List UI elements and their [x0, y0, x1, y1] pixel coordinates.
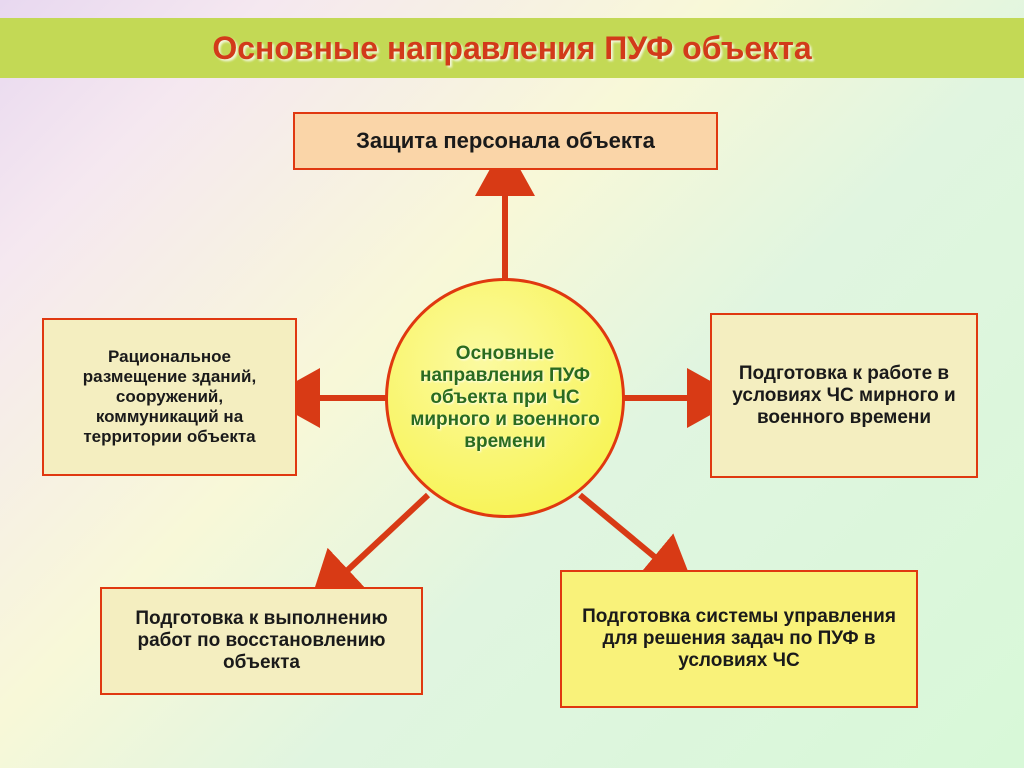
title-band: Основные направления ПУФ объекта	[0, 18, 1024, 78]
box-top-text: Защита персонала объекта	[356, 128, 655, 154]
page-title: Основные направления ПУФ объекта	[212, 30, 811, 67]
box-left-text: Рациональное размещение зданий, сооружен…	[56, 347, 283, 447]
box-top: Защита персонала объекта	[293, 112, 718, 170]
box-bottom-left-text: Подготовка к выполнению работ по восстан…	[114, 608, 409, 674]
box-bottom-left: Подготовка к выполнению работ по восстан…	[100, 587, 423, 695]
box-right: Подготовка к работе в условиях ЧС мирног…	[710, 313, 978, 478]
box-bottom-right-text: Подготовка системы управления для решени…	[574, 606, 904, 672]
box-bottom-right: Подготовка системы управления для решени…	[560, 570, 918, 708]
box-left: Рациональное размещение зданий, сооружен…	[42, 318, 297, 476]
box-right-text: Подготовка к работе в условиях ЧС мирног…	[724, 363, 964, 429]
center-text: Основные направления ПУФ объекта при ЧС …	[408, 343, 602, 453]
center-node: Основные направления ПУФ объекта при ЧС …	[385, 278, 625, 518]
